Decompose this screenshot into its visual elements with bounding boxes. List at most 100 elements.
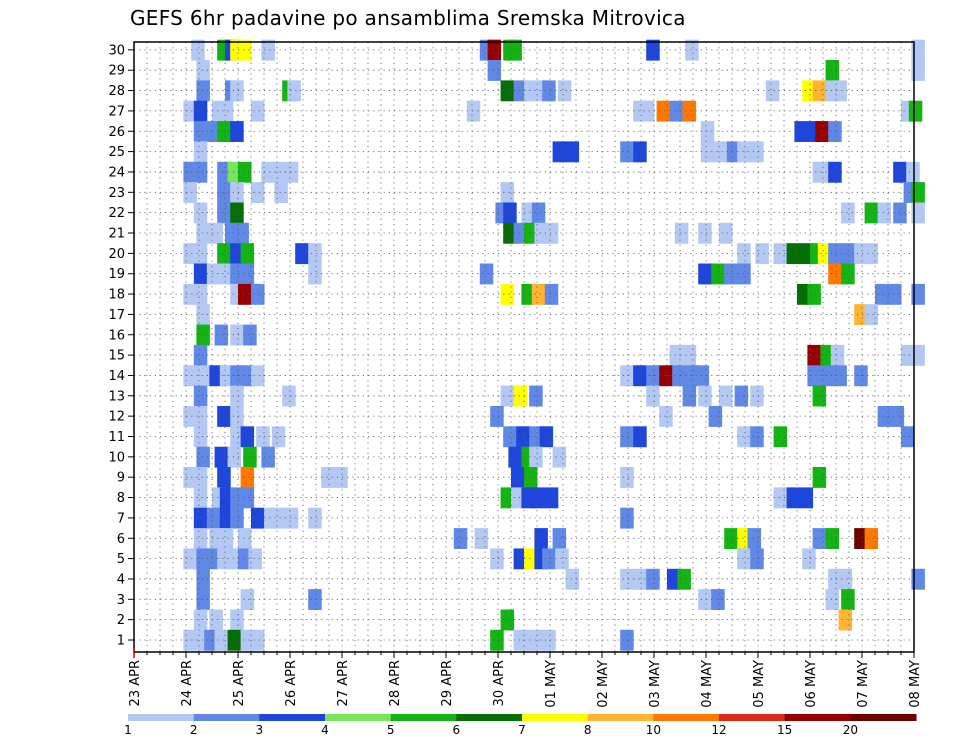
grid-lines [134, 42, 914, 652]
heatmap-cell [825, 60, 840, 81]
heatmap-cell [841, 243, 855, 265]
heatmap-cell [737, 528, 751, 549]
heatmap-cell [219, 528, 234, 549]
heatmap-cell [193, 528, 208, 549]
heatmap-cell [183, 629, 197, 651]
heatmap-cell [466, 100, 481, 122]
heatmap-cell [196, 60, 210, 81]
heatmap-cell [209, 609, 223, 631]
y-tick-label: 18 [108, 288, 125, 303]
heatmap-cell [251, 365, 265, 387]
colorbar-label: 8 [584, 723, 592, 737]
heatmap-cell [183, 100, 197, 122]
heatmap-cell [828, 243, 842, 265]
heatmap-cell [544, 283, 559, 305]
heatmap-cell [295, 243, 309, 265]
heatmap-cell [230, 426, 244, 448]
colorbar-label: 1 [124, 723, 132, 737]
heatmap-cell [700, 141, 715, 163]
y-tick-label: 4 [117, 572, 125, 587]
heatmap-cell [893, 202, 907, 224]
heatmap-cell [734, 385, 749, 407]
y-tick-label: 8 [117, 491, 125, 506]
heatmap-cell [243, 446, 257, 468]
heatmap-cell [911, 39, 925, 61]
heatmap-cell [656, 100, 671, 122]
heatmap-cell [815, 121, 829, 142]
heatmap-cell [698, 263, 712, 285]
heatmap-cell [196, 365, 210, 387]
heatmap-cell [708, 406, 723, 427]
heatmap-cell [183, 365, 197, 387]
heatmap-cell [552, 528, 567, 549]
heatmap-cell [271, 161, 286, 183]
heatmap-cell [453, 528, 468, 549]
heatmap-cell [646, 568, 660, 590]
heatmap-cell [193, 426, 208, 448]
heatmap-cell [282, 385, 296, 407]
heatmap-cell [209, 365, 223, 387]
x-tick-label: 28 APR [388, 660, 403, 706]
heatmap-cell [529, 426, 543, 448]
heatmap-cell [230, 507, 244, 529]
heatmap-cell [841, 589, 855, 610]
heatmap-cell [713, 141, 728, 163]
heatmap-cell [240, 589, 255, 610]
heatmap-cell [217, 406, 231, 427]
colorbar-label: 20 [843, 723, 858, 737]
heatmap-cell [238, 283, 252, 305]
heatmap-cell [531, 629, 546, 651]
heatmap-cell [633, 141, 647, 163]
heatmap-cell [193, 243, 208, 265]
heatmap-cell [812, 467, 827, 488]
heatmap-cell [261, 161, 275, 183]
heatmap-cell [196, 222, 210, 244]
y-tick-label: 2 [117, 613, 125, 628]
heatmap-cell [724, 263, 738, 285]
heatmap-cell [500, 283, 515, 305]
colorbar-label: 4 [321, 723, 329, 737]
heatmap-cell [196, 568, 210, 590]
heatmap-cell [183, 161, 197, 183]
heatmap-cell [274, 507, 288, 529]
x-tick-label: 25 APR [232, 660, 247, 706]
heatmap-cell [750, 385, 764, 407]
heatmap-cell [516, 426, 530, 448]
heatmap-cell [193, 263, 208, 285]
heatmap-cell [864, 304, 879, 326]
heatmap-cell [227, 446, 242, 468]
x-tick-label: 24 APR [180, 660, 195, 706]
colorbar: 1 2 3 4 5 6 7 8 10 12 15 20 [124, 714, 917, 737]
heatmap-cell [620, 426, 634, 448]
y-tick-label: 16 [108, 328, 125, 343]
heatmap-cells [183, 39, 925, 651]
heatmap-cell [812, 385, 827, 407]
heatmap-cell [737, 243, 751, 265]
y-tick-label: 26 [108, 125, 125, 140]
heatmap-cell [500, 182, 515, 203]
heatmap-cell [794, 121, 808, 142]
heatmap-cell [196, 304, 210, 326]
heatmap-cell [193, 629, 208, 651]
x-tick-label: 29 APR [440, 660, 455, 706]
heatmap-cell [833, 80, 847, 102]
heatmap-cell [193, 283, 208, 305]
heatmap-cell [196, 80, 210, 102]
colorbar-swatch [193, 714, 260, 721]
heatmap-cell [531, 202, 546, 224]
heatmap-cell [698, 589, 712, 610]
heatmap-cell [726, 141, 741, 163]
heatmap-cell [524, 548, 538, 570]
x-tick-label: 06 MAY [804, 660, 819, 708]
heatmap-cell [534, 222, 548, 244]
heatmap-cell [646, 385, 660, 407]
y-tick-label: 13 [108, 389, 125, 404]
heatmap-cell [487, 60, 502, 81]
colorbar-label: 6 [453, 723, 461, 737]
heatmap-cell [230, 609, 244, 631]
heatmap-cell [227, 548, 242, 570]
heatmap-cell [750, 141, 764, 163]
heatmap-cell [620, 568, 634, 590]
colorbar-swatch [456, 714, 523, 721]
heatmap-cell [875, 283, 889, 305]
